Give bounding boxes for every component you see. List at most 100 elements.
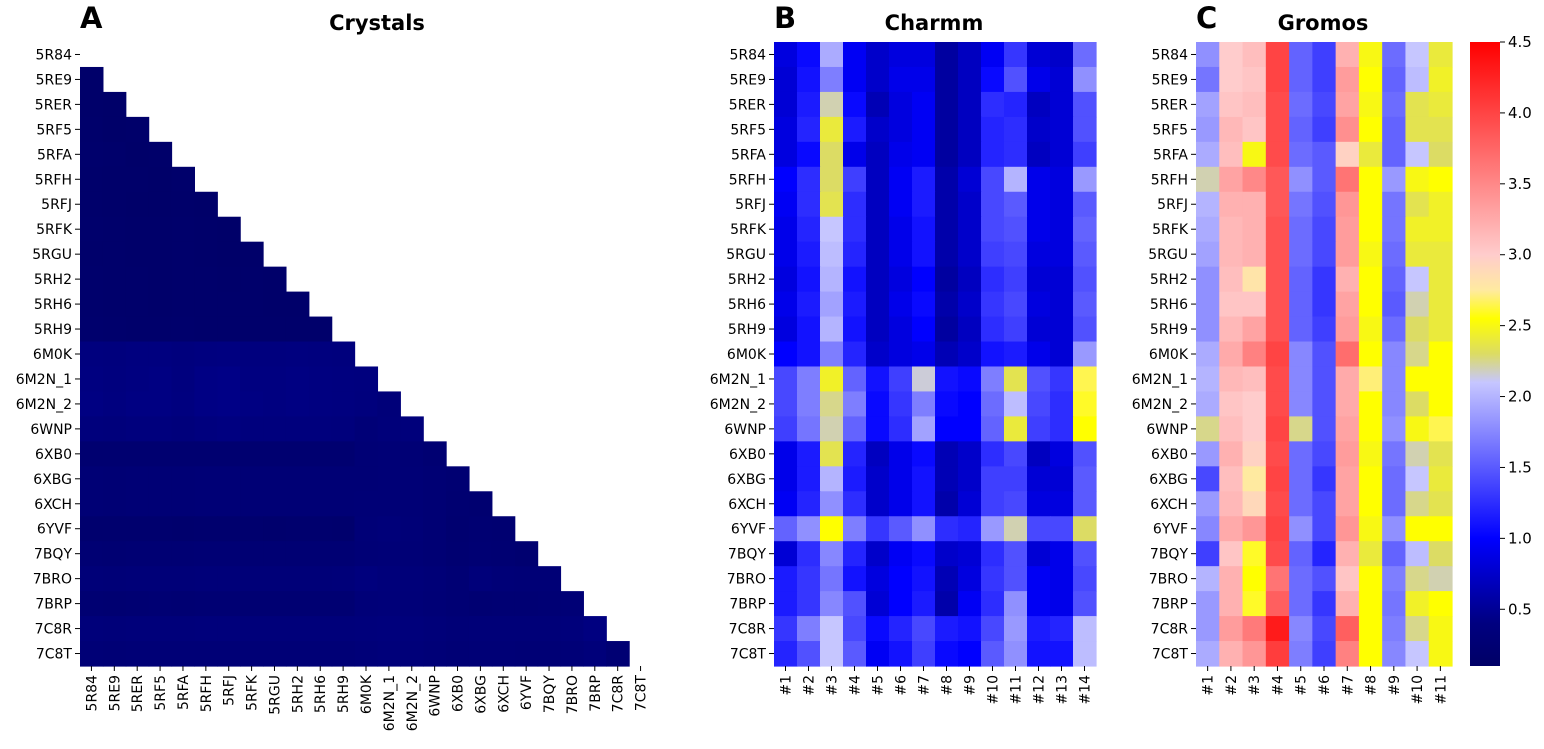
heatmap-cell <box>958 366 982 393</box>
heatmap-cell <box>889 316 913 343</box>
heatmap-cell <box>446 566 470 592</box>
heatmap-cell <box>354 591 379 617</box>
heatmap-cell <box>912 141 936 168</box>
heatmap-cell <box>102 291 127 318</box>
heatmap-cell <box>1312 291 1337 318</box>
heatmap-cell <box>1265 441 1290 467</box>
heatmap-cell <box>1358 166 1383 193</box>
heatmap-cell <box>80 366 104 393</box>
heatmap-cell <box>354 541 379 567</box>
heatmap-cell <box>1027 116 1051 143</box>
heatmap-cell <box>1312 541 1337 567</box>
heatmap-cell <box>80 616 104 642</box>
heatmap-cell <box>263 366 287 393</box>
heatmap-cell <box>843 216 867 243</box>
heatmap-cell <box>80 91 104 118</box>
heatmap-cell <box>1073 166 1097 193</box>
heatmap-cell <box>889 241 913 268</box>
heatmap-cell <box>240 391 264 417</box>
heatmap-cell <box>866 441 890 467</box>
y-tick-label: 6M2N_1 <box>1132 372 1188 388</box>
x-tick-label: #2 <box>1224 675 1240 696</box>
heatmap-cell <box>1196 266 1220 293</box>
heatmap-cell <box>866 516 890 542</box>
heatmap-cell <box>935 641 959 667</box>
heatmap-cell <box>491 616 516 642</box>
heatmap-cell <box>958 466 982 492</box>
heatmap-cell <box>912 241 936 268</box>
heatmap-cell <box>423 566 447 592</box>
heatmap-cell <box>1335 291 1360 318</box>
heatmap-cell <box>843 391 867 417</box>
heatmap-cell <box>797 641 821 667</box>
heatmap-cell <box>217 541 241 567</box>
heatmap-cell <box>331 541 356 567</box>
heatmap-cell <box>1358 516 1383 542</box>
heatmap-cell <box>102 366 127 393</box>
heatmap-cell <box>240 316 264 343</box>
x-tick-label: #8 <box>1364 675 1380 696</box>
heatmap-cell <box>125 141 150 168</box>
heatmap-cell <box>80 166 104 193</box>
heatmap-cell <box>1289 441 1313 467</box>
y-tick-label: 5RFJ <box>1157 197 1188 213</box>
heatmap-cell <box>1358 216 1383 243</box>
heatmap-cell <box>1265 341 1290 368</box>
heatmap-cell <box>285 491 310 517</box>
heatmap-cell <box>774 316 798 343</box>
heatmap-cell <box>148 591 173 617</box>
heatmap-cell <box>935 591 959 617</box>
y-tick-label: 5RGU <box>32 247 72 263</box>
heatmap-cell <box>240 466 264 492</box>
heatmap-cell <box>308 441 333 467</box>
heatmap-cell <box>125 266 150 293</box>
heatmap-cell <box>1289 391 1313 417</box>
heatmap-cell <box>1265 516 1290 542</box>
heatmap-cell <box>1312 216 1337 243</box>
x-tick-label: #4 <box>1270 675 1286 696</box>
heatmap-cell <box>889 216 913 243</box>
x-tick-label: 6M0K <box>359 674 375 714</box>
x-tick-label: 5RH9 <box>336 675 352 713</box>
heatmap-cell <box>194 541 218 567</box>
heatmap-cell <box>820 316 844 343</box>
heatmap-cell <box>774 541 798 567</box>
heatmap-cell <box>774 266 798 293</box>
heatmap-cell <box>1312 91 1337 118</box>
heatmap-cell <box>1289 66 1313 93</box>
heatmap-cell <box>1004 641 1028 667</box>
heatmap-cell <box>148 341 173 368</box>
heatmap-cell <box>1265 166 1290 193</box>
x-tick-label: #7 <box>1340 675 1356 696</box>
heatmap-cell <box>1289 291 1313 318</box>
heatmap-cell <box>774 641 798 667</box>
heatmap-cell <box>1004 241 1028 268</box>
heatmap-cell <box>171 541 195 567</box>
heatmap-cell <box>1358 616 1383 642</box>
heatmap-cell <box>912 641 936 667</box>
heatmap-cell <box>797 416 821 442</box>
heatmap-cell <box>1265 541 1290 567</box>
heatmap-cell <box>797 341 821 368</box>
heatmap-cell <box>797 291 821 318</box>
heatmap-cell <box>102 516 127 542</box>
heatmap-cell <box>308 316 333 343</box>
heatmap-cell <box>308 366 333 393</box>
y-tick-label: 5RH6 <box>728 297 766 313</box>
heatmap-cell <box>1073 141 1097 168</box>
heatmap-cell <box>80 566 104 592</box>
heatmap-cell <box>446 516 470 542</box>
x-tick-label: #5 <box>1294 675 1310 696</box>
heatmap-cell <box>1050 416 1074 442</box>
heatmap-cell <box>194 216 218 243</box>
heatmap-cell <box>820 216 844 243</box>
heatmap-cell <box>148 291 173 318</box>
heatmap-cell <box>797 141 821 168</box>
heatmap-cell <box>1335 316 1360 343</box>
heatmap-cell <box>194 316 218 343</box>
heatmap-cell <box>1312 591 1337 617</box>
heatmap-cell <box>217 516 241 542</box>
heatmap-cell <box>1358 491 1383 517</box>
heatmap-cell <box>308 541 333 567</box>
heatmap-cell <box>1050 566 1074 592</box>
